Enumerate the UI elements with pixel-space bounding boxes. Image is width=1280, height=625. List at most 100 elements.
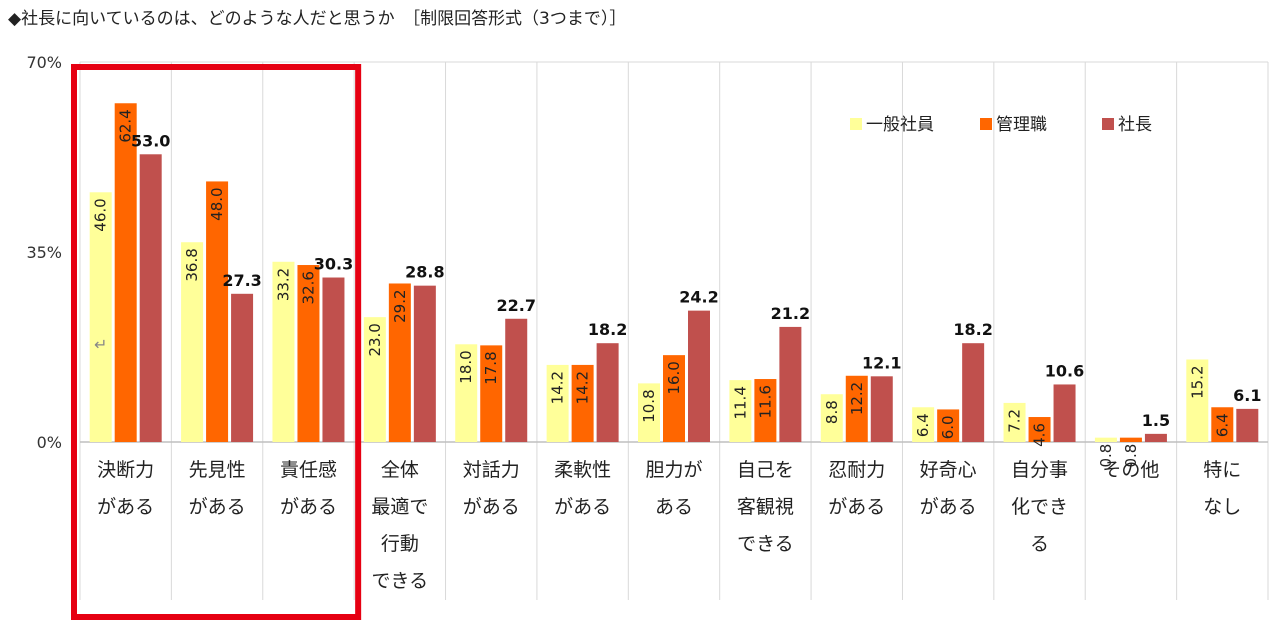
value-label: 29.2 xyxy=(391,289,409,322)
category-label: 行動 xyxy=(381,533,419,555)
y-axis-ticks: 0% 35% 70% xyxy=(26,53,62,452)
bar-社長 xyxy=(596,343,619,442)
value-label: 11.4 xyxy=(731,386,749,419)
value-label: 6.4 xyxy=(914,413,932,437)
category-label: 柔軟性 xyxy=(554,459,611,481)
legend-swatch xyxy=(980,118,992,130)
bar-一般社員 xyxy=(181,242,204,442)
bar-一般社員 xyxy=(820,394,843,442)
value-label: 62.4 xyxy=(117,109,135,142)
category-label: ある xyxy=(655,496,693,518)
bar-社長 xyxy=(1144,433,1167,442)
value-label: 8.8 xyxy=(823,400,841,424)
value-label: 0.8 xyxy=(1097,444,1115,468)
bar-管理職 xyxy=(388,283,411,442)
bar-管理職 xyxy=(206,181,229,442)
bar-一般社員 xyxy=(363,317,386,442)
category-label: 特に xyxy=(1203,459,1241,481)
bar-社長 xyxy=(688,310,710,442)
bar-管理職 xyxy=(297,265,320,442)
bar-社長 xyxy=(139,154,162,443)
value-label: 36.8 xyxy=(183,248,201,281)
category-label: がある xyxy=(280,496,337,518)
bar-管理職 xyxy=(845,375,868,442)
bar-管理職 xyxy=(754,379,777,442)
category-label: 胆力が xyxy=(645,459,702,481)
bar-管理職 xyxy=(480,345,503,442)
category-label: できる xyxy=(737,533,794,555)
category-label: 化でき xyxy=(1011,496,1068,518)
bar-社長 xyxy=(322,277,345,442)
value-label: 17.8 xyxy=(482,351,500,384)
bar-一般社員 xyxy=(89,192,112,442)
y-tick-label: 70% xyxy=(26,53,62,72)
bar-管理職 xyxy=(114,103,137,442)
value-label: 18.2 xyxy=(953,320,992,339)
value-label: 21.2 xyxy=(771,304,810,323)
category-label: 決断力 xyxy=(97,459,154,481)
category-label: 自分事 xyxy=(1011,459,1068,481)
bar-一般社員 xyxy=(546,364,569,442)
bar-管理職 xyxy=(1028,417,1051,442)
bar-社長 xyxy=(962,343,985,442)
value-label: 24.2 xyxy=(679,288,718,307)
value-label: 4.6 xyxy=(1031,423,1049,447)
value-label: 12.2 xyxy=(848,382,866,415)
value-label: 6.0 xyxy=(939,415,957,439)
category-label: 自己を xyxy=(737,459,794,481)
category-label: 対話力 xyxy=(463,459,520,481)
legend-label: 管理職 xyxy=(996,115,1047,135)
category-label: その他 xyxy=(1102,459,1159,481)
value-label: 32.6 xyxy=(299,271,317,304)
value-label: 12.1 xyxy=(862,353,901,372)
bar-社長 xyxy=(231,293,254,442)
category-label: がある xyxy=(920,496,977,518)
bar-一般社員 xyxy=(1003,402,1026,442)
category-label: 好奇心 xyxy=(920,459,977,481)
category-label: 客観視 xyxy=(737,496,794,518)
value-label: 7.2 xyxy=(1006,409,1024,433)
bars xyxy=(89,103,1259,443)
value-label: 6.4 xyxy=(1213,413,1231,437)
y-tick-label: 0% xyxy=(37,433,62,452)
return-glyph-annotation: ↵ xyxy=(94,335,107,354)
bar-社長 xyxy=(1053,384,1076,442)
category-label: がある xyxy=(828,496,885,518)
value-label: 33.2 xyxy=(274,268,292,301)
category-label: 全体 xyxy=(381,459,419,481)
value-label: 15.2 xyxy=(1188,365,1206,398)
value-label: 10.6 xyxy=(1045,361,1084,380)
value-label: 22.7 xyxy=(496,296,535,315)
bar-管理職 xyxy=(1119,437,1142,442)
value-label: 28.8 xyxy=(405,263,444,282)
legend-swatch xyxy=(1102,118,1114,130)
category-label: 先見性 xyxy=(189,459,246,481)
legend-label: 一般社員 xyxy=(866,115,934,135)
bar-一般社員 xyxy=(638,383,660,442)
category-label: できる xyxy=(372,570,429,592)
value-label: 11.6 xyxy=(756,385,774,418)
gridlines xyxy=(79,61,1269,600)
value-label: 53.0 xyxy=(131,131,170,150)
bar-社長 xyxy=(505,318,528,442)
highlight-frame-rect xyxy=(71,64,362,620)
value-label: 48.0 xyxy=(208,187,226,220)
bar-一般社員 xyxy=(1094,437,1117,442)
bar-社長 xyxy=(870,376,893,442)
legend: 一般社員 管理職 社長 xyxy=(850,115,1152,135)
bar-管理職 xyxy=(1211,407,1234,442)
value-label: 10.8 xyxy=(640,389,658,422)
category-label: 忍耐力 xyxy=(828,459,885,481)
value-label: 0.8 xyxy=(1122,444,1140,468)
value-label: 6.1 xyxy=(1233,386,1261,405)
bar-社長 xyxy=(413,285,436,442)
value-label: 16.0 xyxy=(665,361,683,394)
value-label: 27.3 xyxy=(222,271,261,290)
category-label: がある xyxy=(554,496,611,518)
bar-社長 xyxy=(779,326,802,442)
bar-一般社員 xyxy=(272,261,295,442)
bar-一般社員 xyxy=(1186,359,1209,442)
category-labels: 決断力がある先見性がある責任感がある全体最適で行動できる対話力がある柔軟性がある… xyxy=(97,459,1241,592)
value-label: 14.2 xyxy=(574,371,592,404)
